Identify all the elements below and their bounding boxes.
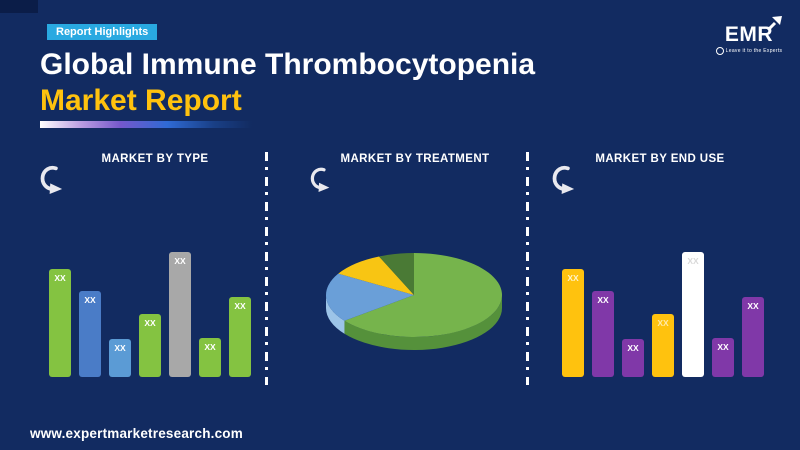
bar-value-label: XX bbox=[204, 342, 216, 352]
pie-slice-side bbox=[326, 295, 345, 334]
emr-logo-tagline: Leave it to the Experts bbox=[725, 48, 783, 54]
emr-logo: EMR Leave it to the Experts bbox=[710, 16, 788, 55]
pie-slice bbox=[326, 273, 414, 321]
bar-value-label: XX bbox=[234, 301, 246, 311]
bar-chart-market-by-type: XX XX XX XX XX XX XX bbox=[49, 252, 251, 377]
bar: XX bbox=[712, 338, 734, 377]
bar-value-label: XX bbox=[114, 343, 126, 353]
page-title-line2: Market Report bbox=[40, 84, 242, 117]
bar: XX bbox=[109, 339, 131, 377]
pie-slice bbox=[338, 256, 414, 295]
section-title-market-by-treatment: MARKET BY TREATMENT bbox=[340, 153, 490, 165]
bar-value-label: XX bbox=[657, 318, 669, 328]
pie-slice bbox=[379, 253, 414, 295]
pie-chart-market-by-treatment bbox=[325, 251, 503, 353]
dashed-divider bbox=[526, 152, 529, 385]
emr-logo-text: EMR bbox=[724, 23, 774, 46]
bar-value-label: XX bbox=[687, 256, 699, 266]
section-title-market-by-type: MARKET BY TYPE bbox=[101, 153, 209, 165]
bar: XX bbox=[592, 291, 614, 377]
bar: XX bbox=[229, 297, 251, 377]
emr-logo-arrow-icon bbox=[767, 16, 783, 32]
bar: XX bbox=[79, 291, 101, 377]
curved-arrow-icon bbox=[552, 165, 575, 194]
bar-value-label: XX bbox=[747, 301, 759, 311]
bar: XX bbox=[652, 314, 674, 377]
bar: XX bbox=[682, 252, 704, 377]
bar-value-label: XX bbox=[567, 273, 579, 283]
bar: XX bbox=[169, 252, 191, 377]
bar-value-label: XX bbox=[627, 343, 639, 353]
bar: XX bbox=[49, 269, 71, 377]
curved-arrow-icon bbox=[40, 165, 63, 194]
page-title-line1: Global Immune Thrombocytopenia bbox=[40, 48, 536, 81]
pie-slice-side bbox=[344, 295, 502, 351]
section-title-market-by-end-use: MARKET BY END USE bbox=[595, 153, 725, 165]
bar: XX bbox=[742, 297, 764, 377]
curved-arrow-icon bbox=[310, 167, 330, 192]
bar-value-label: XX bbox=[717, 342, 729, 352]
bar-value-label: XX bbox=[54, 273, 66, 283]
bar-value-label: XX bbox=[597, 295, 609, 305]
bar-value-label: XX bbox=[84, 295, 96, 305]
bar-chart-market-by-end-use: XX XX XX XX XX XX XX bbox=[562, 252, 764, 377]
emr-logo-dot-icon bbox=[715, 47, 724, 55]
corner-accent bbox=[0, 0, 38, 13]
report-highlights-badge: Report Highlights bbox=[47, 24, 158, 40]
pie-slice bbox=[344, 253, 502, 337]
website-url-link[interactable]: www.expertmarketresearch.com bbox=[30, 426, 243, 441]
bar: XX bbox=[199, 338, 221, 377]
bar: XX bbox=[622, 339, 644, 377]
bar-value-label: XX bbox=[174, 256, 186, 266]
bar-value-label: XX bbox=[144, 318, 156, 328]
dashed-divider bbox=[265, 152, 268, 385]
title-underline-gradient bbox=[40, 121, 252, 128]
bar: XX bbox=[562, 269, 584, 377]
bar: XX bbox=[139, 314, 161, 377]
